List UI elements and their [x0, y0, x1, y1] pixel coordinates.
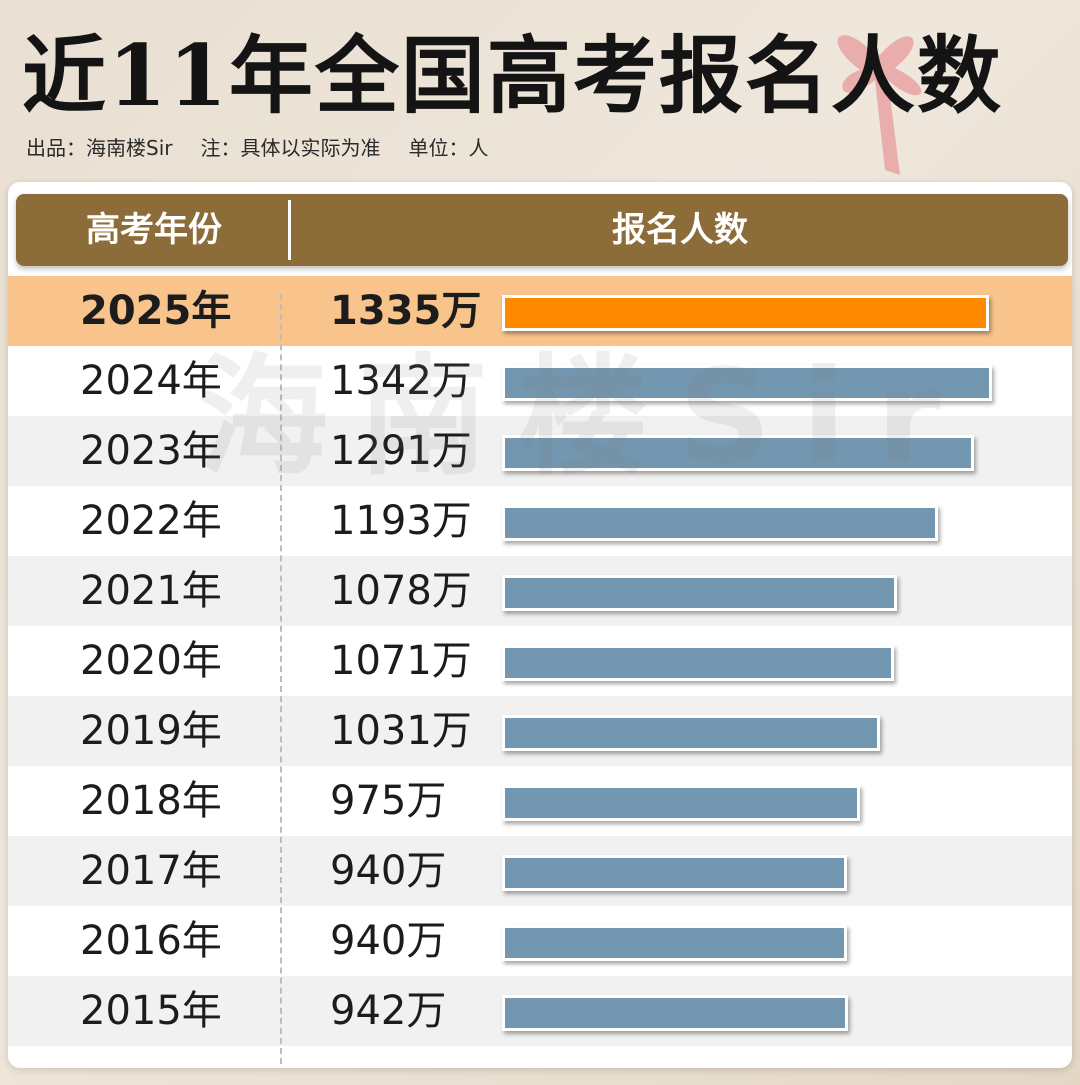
table-row: 2019年 1031万: [8, 696, 1072, 766]
bar: [502, 925, 847, 961]
page-title: 近11年全国高考报名人数: [22, 26, 1003, 125]
table-header: 高考年份 报名人数: [16, 194, 1068, 266]
year-label: 2021年: [80, 568, 222, 614]
year-label: 2015年: [80, 988, 222, 1034]
table-row: 2025年 1335万: [8, 276, 1072, 346]
count-label: 1071万: [330, 638, 472, 684]
table-row: 2017年 940万: [8, 836, 1072, 906]
table-row: 2023年 1291万: [8, 416, 1072, 486]
ribbon-decoration: [837, 35, 922, 175]
year-label: 2016年: [80, 918, 222, 964]
note-text: 注：具体以实际为准: [200, 136, 381, 160]
count-label: 1342万: [330, 358, 472, 404]
count-label: 1335万: [330, 288, 482, 334]
unit-text: 单位：人: [408, 136, 489, 160]
subtitle: 出品：海南楼Sir 注：具体以实际为准 单位：人: [26, 132, 488, 161]
bar: [502, 995, 848, 1031]
table-row: 2015年 942万: [8, 976, 1072, 1046]
year-label: 2020年: [80, 638, 222, 684]
year-label: 2025年: [80, 288, 232, 334]
count-label: 1291万: [330, 428, 472, 474]
bar: [502, 435, 974, 471]
header-count: 报名人数: [612, 210, 748, 250]
year-label: 2022年: [80, 498, 222, 544]
count-label: 1031万: [330, 708, 472, 754]
bar: [502, 715, 880, 751]
year-label: 2024年: [80, 358, 222, 404]
count-label: 975万: [330, 778, 447, 824]
table-row: 2021年 1078万: [8, 556, 1072, 626]
chart-card: 2025年 1335万 2024年 1342万 2023年 1291万 2022年 1193万…: [8, 182, 1072, 1068]
bar: [502, 365, 992, 401]
bar: [502, 855, 847, 891]
producer-credit: 出品：海南楼Sir: [26, 136, 173, 160]
count-label: 940万: [330, 848, 447, 894]
bar: [502, 575, 897, 611]
bar: [502, 785, 860, 821]
header-year: 高考年份: [86, 210, 222, 250]
table-row: 2018年 975万: [8, 766, 1072, 836]
year-label: 2023年: [80, 428, 222, 474]
table-row: 2020年 1071万: [8, 626, 1072, 696]
table-row: 2024年 1342万: [8, 346, 1072, 416]
bar: [502, 505, 938, 541]
count-label: 1078万: [330, 568, 472, 614]
count-label: 1193万: [330, 498, 472, 544]
year-label: 2017年: [80, 848, 222, 894]
table-row: 2022年 1193万: [8, 486, 1072, 556]
column-divider: [280, 294, 282, 1064]
year-label: 2018年: [80, 778, 222, 824]
count-label: 940万: [330, 918, 447, 964]
table-row: 2016年 940万: [8, 906, 1072, 976]
year-label: 2019年: [80, 708, 222, 754]
header-divider: [288, 200, 291, 260]
chart-rows: 2025年 1335万 2024年 1342万 2023年 1291万 2022年 1193万…: [8, 182, 1072, 1068]
bar: [502, 645, 894, 681]
count-label: 942万: [330, 988, 447, 1034]
highlight-bar: [502, 295, 989, 331]
